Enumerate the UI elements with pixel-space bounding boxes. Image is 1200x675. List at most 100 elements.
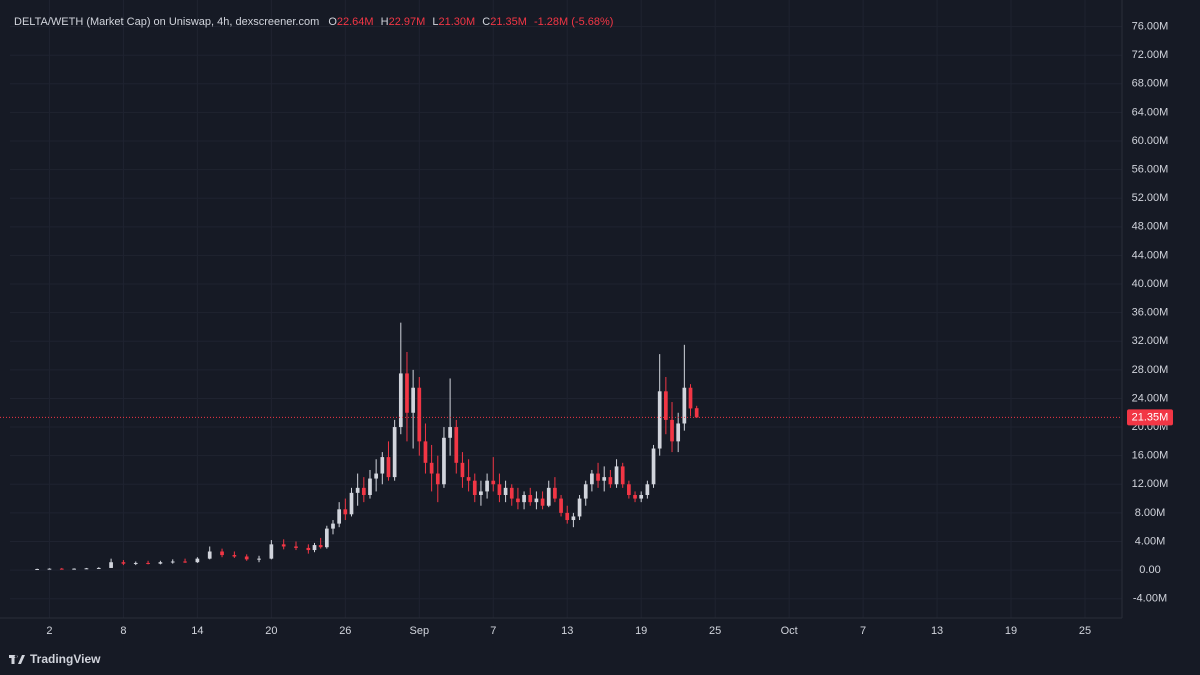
candle-body: [324, 528, 329, 548]
y-tick-label: 36.00M: [1132, 307, 1169, 319]
y-tick-label: 24.00M: [1132, 392, 1169, 404]
x-tick-label: 13: [561, 625, 573, 637]
candle-body: [331, 523, 335, 529]
candle-body: [232, 555, 237, 557]
x-tick-label: 19: [635, 625, 647, 637]
candle-body: [633, 494, 637, 499]
candle-body: [220, 551, 224, 556]
legend-change: -1.28M (-5.68%): [534, 16, 613, 28]
candle-body: [59, 568, 64, 570]
candle-body: [466, 477, 471, 481]
candle-body: [651, 448, 656, 485]
candle-body: [417, 387, 422, 442]
candle-body: [442, 437, 446, 485]
x-tick-label: 2: [46, 625, 52, 637]
candle-body: [121, 562, 126, 564]
candle-body: [614, 466, 619, 485]
candle-body: [349, 492, 354, 515]
candle-body: [670, 419, 674, 442]
candle-body: [485, 480, 489, 492]
legend-value: 21.30M: [438, 16, 475, 28]
y-tick-label: 12.00M: [1132, 478, 1169, 490]
last-price-label: 21.35M: [1132, 411, 1169, 423]
y-tick-label: 48.00M: [1132, 221, 1169, 233]
candle-body: [318, 545, 323, 548]
candle-body: [386, 457, 391, 478]
candle-body: [294, 546, 298, 548]
candle-body: [133, 562, 138, 564]
candle-body: [528, 494, 533, 503]
candle-body: [596, 473, 600, 481]
legend-value: 22.97M: [389, 16, 426, 28]
candle-body: [183, 561, 187, 563]
candle-body: [676, 423, 681, 442]
y-tick-label: 56.00M: [1132, 164, 1169, 176]
x-tick-label: 13: [931, 625, 943, 637]
candle-body: [503, 487, 508, 495]
legend-key: L: [432, 16, 438, 28]
candle-body: [281, 544, 286, 547]
candle-body: [590, 473, 594, 485]
candle-body: [571, 516, 576, 521]
candle-body: [577, 498, 582, 517]
legend-key: C: [482, 16, 490, 28]
y-tick-label: 72.00M: [1132, 49, 1169, 61]
candle-body: [509, 487, 514, 499]
y-tick-label: 28.00M: [1132, 364, 1169, 376]
candle-body: [47, 568, 52, 570]
x-tick-label: 26: [339, 625, 351, 637]
candle-body: [645, 484, 650, 495]
x-tick-label: 19: [1005, 625, 1017, 637]
candle-body: [497, 484, 502, 495]
candle-body: [109, 562, 113, 568]
candle-body: [694, 408, 699, 418]
y-tick-label: 0.00: [1139, 564, 1160, 576]
candle-body: [657, 391, 662, 449]
candle-body: [170, 561, 175, 563]
grid: [10, 0, 1122, 618]
candle-body: [516, 498, 520, 503]
candle-body: [479, 491, 483, 495]
x-tick-label: 7: [490, 625, 496, 637]
candle-body: [374, 473, 378, 479]
watermark-text: TradingView: [30, 652, 101, 666]
candle-body: [306, 547, 311, 551]
candle-body: [244, 556, 249, 560]
candle-body: [534, 498, 539, 503]
candle-body: [639, 494, 644, 499]
candle-body: [540, 498, 545, 506]
candle-body: [361, 487, 366, 495]
y-tick-label: 16.00M: [1132, 450, 1169, 462]
y-tick-label: 76.00M: [1132, 20, 1169, 32]
x-tick-label: 20: [265, 625, 277, 637]
candle-body: [627, 484, 631, 495]
candle-body: [368, 478, 372, 495]
candle-body: [423, 441, 428, 463]
candle-body: [682, 387, 687, 424]
logo: [9, 655, 25, 664]
candle-body: [84, 568, 89, 570]
candle-body: [460, 462, 465, 478]
candle-body: [207, 551, 212, 559]
candle-body: [411, 387, 415, 413]
y-tick-label: 52.00M: [1132, 192, 1169, 204]
legend-value: 22.64M: [337, 16, 374, 28]
y-tick-label: 60.00M: [1132, 135, 1169, 147]
candle-body: [257, 558, 261, 560]
legend-key: O: [328, 16, 337, 28]
candle-body: [405, 373, 409, 413]
candle-body: [565, 512, 570, 521]
candle-body: [429, 462, 434, 474]
candle-body: [454, 427, 459, 463]
legend-value: 21.35M: [490, 16, 527, 28]
y-tick-label: 44.00M: [1132, 249, 1169, 261]
candle-body: [472, 480, 477, 495]
candle-body: [435, 473, 440, 485]
candle-body: [337, 509, 342, 524]
y-tick-label: 8.00M: [1135, 507, 1166, 519]
candle-body: [343, 509, 348, 515]
candle-body: [664, 391, 668, 420]
axes: -4.00M0.004.00M8.00M12.00M16.00M20.00M24…: [0, 20, 1173, 637]
x-tick-label: 25: [709, 625, 721, 637]
